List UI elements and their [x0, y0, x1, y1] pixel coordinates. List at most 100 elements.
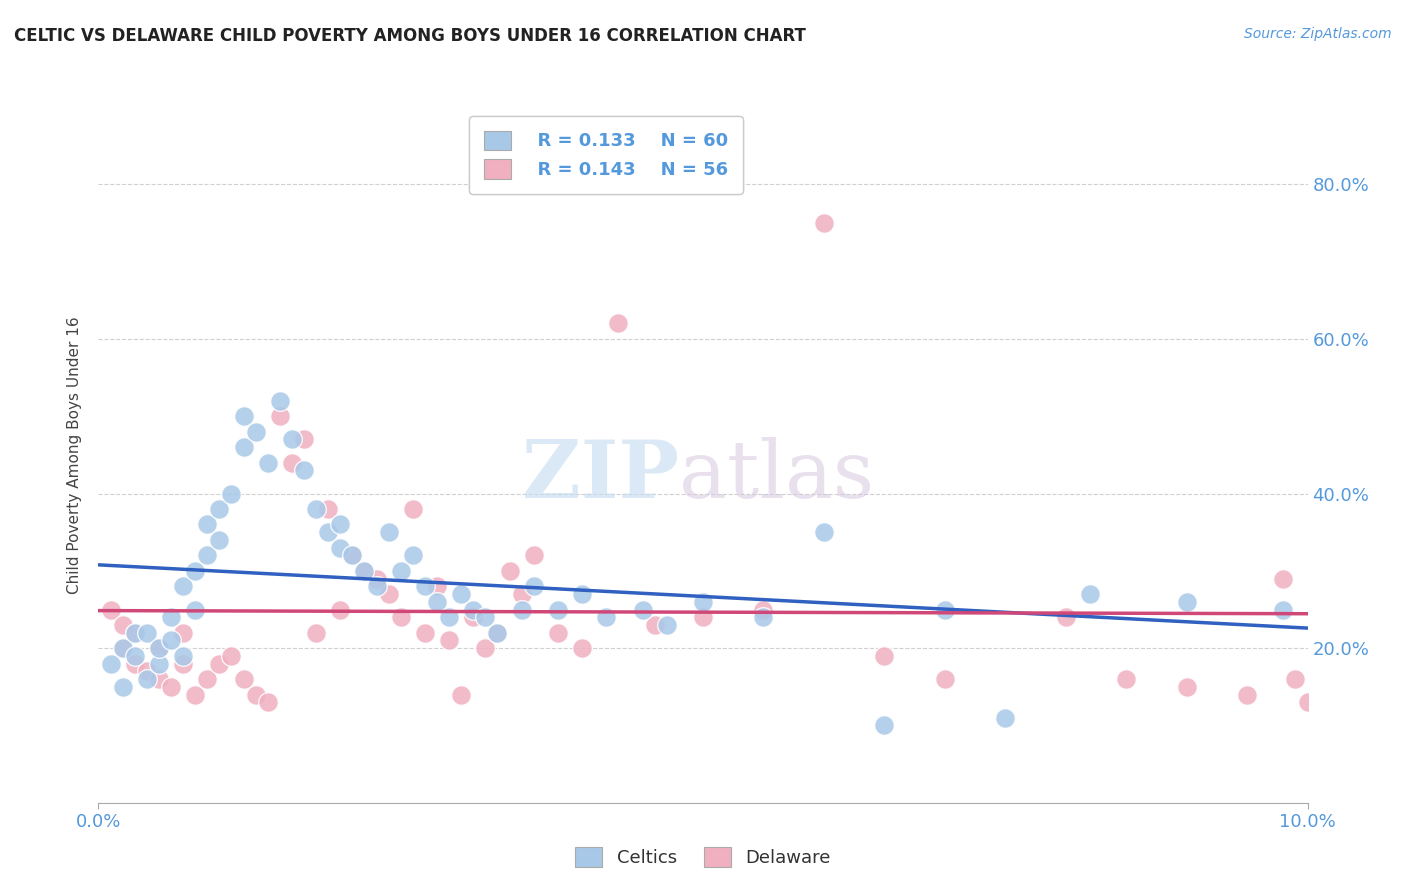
Point [437, 633, 460, 648]
Point [994, 711, 1017, 725]
Point [692, 610, 714, 624]
Point [813, 525, 835, 540]
Point [437, 610, 460, 624]
Point [256, 456, 278, 470]
Point [124, 657, 146, 671]
Point [124, 625, 146, 640]
Point [389, 610, 412, 624]
Point [413, 625, 436, 640]
Point [934, 672, 956, 686]
Point [523, 549, 546, 563]
Point [160, 610, 183, 624]
Text: Source: ZipAtlas.com: Source: ZipAtlas.com [1244, 27, 1392, 41]
Point [184, 602, 207, 616]
Point [245, 425, 267, 439]
Point [135, 625, 157, 640]
Point [269, 409, 291, 424]
Point [595, 610, 617, 624]
Point [873, 718, 896, 732]
Point [148, 657, 170, 671]
Point [148, 672, 170, 686]
Point [281, 456, 304, 470]
Point [474, 641, 496, 656]
Point [510, 602, 533, 616]
Point [111, 618, 134, 632]
Point [571, 587, 593, 601]
Point [426, 595, 449, 609]
Point [172, 657, 194, 671]
Point [426, 579, 449, 593]
Point [100, 602, 122, 616]
Point [813, 216, 835, 230]
Point [195, 549, 218, 563]
Point [450, 587, 472, 601]
Point [377, 525, 399, 540]
Point [172, 625, 194, 640]
Point [316, 502, 339, 516]
Point [377, 587, 399, 601]
Point [353, 564, 375, 578]
Point [221, 486, 243, 500]
Point [752, 610, 775, 624]
Point [402, 502, 425, 516]
Point [316, 525, 339, 540]
Point [329, 517, 352, 532]
Point [148, 641, 170, 656]
Point [172, 579, 194, 593]
Point [184, 564, 207, 578]
Point [655, 618, 678, 632]
Point [172, 648, 194, 663]
Point [1175, 595, 1198, 609]
Point [486, 625, 509, 640]
Point [292, 433, 315, 447]
Point [1115, 672, 1137, 686]
Point [281, 433, 304, 447]
Point [124, 625, 146, 640]
Point [1272, 572, 1295, 586]
Point [389, 564, 412, 578]
Point [221, 648, 243, 663]
Point [1175, 680, 1198, 694]
Legend: Celtics, Delaware: Celtics, Delaware [568, 839, 838, 874]
Point [1296, 695, 1319, 709]
Point [124, 648, 146, 663]
Point [413, 579, 436, 593]
Point [256, 695, 278, 709]
Point [402, 549, 425, 563]
Point [329, 541, 352, 555]
Point [269, 393, 291, 408]
Point [292, 463, 315, 477]
Point [135, 665, 157, 679]
Point [547, 625, 569, 640]
Point [366, 572, 388, 586]
Point [1236, 688, 1258, 702]
Point [463, 602, 485, 616]
Point [111, 641, 134, 656]
Point [305, 502, 328, 516]
Point [644, 618, 666, 632]
Point [111, 680, 134, 694]
Point [486, 625, 509, 640]
Point [366, 579, 388, 593]
Point [463, 610, 485, 624]
Point [160, 680, 183, 694]
Point [232, 440, 254, 454]
Point [1054, 610, 1077, 624]
Point [305, 625, 328, 640]
Point [692, 595, 714, 609]
Point [498, 564, 520, 578]
Point [329, 602, 352, 616]
Point [353, 564, 375, 578]
Point [195, 517, 218, 532]
Point [100, 657, 122, 671]
Text: CELTIC VS DELAWARE CHILD POVERTY AMONG BOYS UNDER 16 CORRELATION CHART: CELTIC VS DELAWARE CHILD POVERTY AMONG B… [14, 27, 806, 45]
Point [510, 587, 533, 601]
Point [184, 688, 207, 702]
Y-axis label: Child Poverty Among Boys Under 16: Child Poverty Among Boys Under 16 [67, 316, 83, 594]
Point [232, 409, 254, 424]
Point [208, 533, 231, 547]
Point [342, 549, 364, 563]
Point [1284, 672, 1306, 686]
Point [873, 648, 896, 663]
Point [450, 688, 472, 702]
